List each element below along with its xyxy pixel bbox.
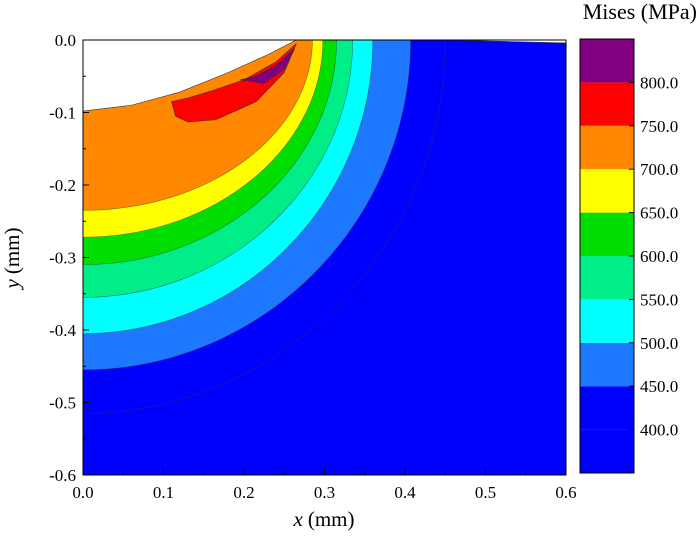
colorbar-band-650 <box>580 169 634 213</box>
y-tick-label: -0.3 <box>49 249 76 268</box>
colorbar-band-700 <box>580 125 634 170</box>
colorbar-band-550 <box>580 256 634 300</box>
peak-stress-region <box>239 48 295 84</box>
y-tick-label: 0.0 <box>55 31 76 50</box>
x-axis-title: x (mm) <box>293 507 355 531</box>
y-tick-label: -0.2 <box>49 176 76 195</box>
x-axis-variable: x <box>293 507 304 531</box>
x-tick-label: 0.3 <box>314 483 335 502</box>
colorbar-band-350 <box>580 429 634 473</box>
x-tick-label: 0.0 <box>72 483 93 502</box>
y-axis-title: y (mm) <box>0 228 24 291</box>
indentation-void <box>83 40 566 112</box>
colorbar-tick-label: 450.0 <box>640 377 678 396</box>
colorbar-tick-label: 400.0 <box>640 421 678 440</box>
colorbar-tick-label: 600.0 <box>640 247 678 266</box>
colorbar-title: Mises (MPa) <box>583 0 697 24</box>
y-tick-label: -0.6 <box>49 466 76 485</box>
x-tick-label: 0.4 <box>394 483 416 502</box>
colorbar-tick-label: 800.0 <box>640 73 678 92</box>
y-tick-label: -0.1 <box>49 104 76 123</box>
x-tick-label: 0.1 <box>153 483 174 502</box>
colorbar-bands <box>580 39 634 473</box>
colorbar-tick-label: 650.0 <box>640 204 678 223</box>
colorbar-tick-label: 750.0 <box>640 117 678 136</box>
colorbar-band-800 <box>580 39 634 83</box>
y-axis-variable: y <box>0 278 24 290</box>
colorbar-band-450 <box>580 342 634 387</box>
colorbar-tick-label: 500.0 <box>640 334 678 353</box>
x-axis-ticks: 0.0 0.1 0.2 0.3 0.4 0.5 0.6 <box>72 469 577 502</box>
y-tick-label: -0.4 <box>49 321 76 340</box>
colorbar: 400.0 450.0 500.0 550.0 600.0 650.0 700.0 750.0… <box>579 0 697 474</box>
x-tick-label: 0.5 <box>475 483 496 502</box>
y-axis-unit: (mm) <box>0 228 24 275</box>
colorbar-band-400 <box>580 386 634 430</box>
y-tick-label: -0.5 <box>49 394 76 413</box>
colorbar-ticks: 400.0 450.0 500.0 550.0 600.0 650.0 700.0 750.0… <box>629 73 678 440</box>
high-stress-region <box>171 43 297 123</box>
plot-area <box>83 40 566 475</box>
y-axis-ticks: 0.0 -0.1 -0.2 -0.3 -0.4 -0.5 -0.6 <box>49 31 89 485</box>
x-tick-label: 0.6 <box>555 483 576 502</box>
x-axis-unit: (mm) <box>308 507 355 531</box>
x-tick-label: 0.2 <box>233 483 254 502</box>
colorbar-tick-label: 550.0 <box>640 290 678 309</box>
colorbar-band-500 <box>580 299 634 343</box>
colorbar-band-600 <box>580 212 634 256</box>
colorbar-tick-label: 700.0 <box>640 160 678 179</box>
colorbar-band-750 <box>580 82 634 126</box>
